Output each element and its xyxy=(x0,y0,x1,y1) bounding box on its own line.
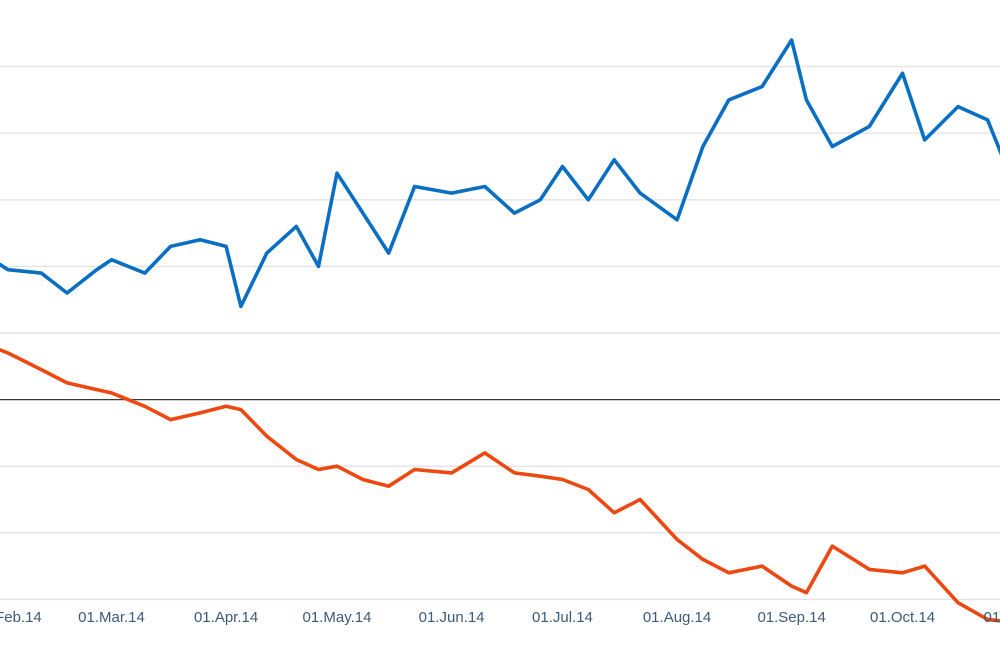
x-tick-label: 01.May.14 xyxy=(303,609,372,626)
series-line-1 xyxy=(0,38,1000,309)
x-tick-label: 01.Feb.14 xyxy=(0,609,42,626)
series-lines xyxy=(0,38,1000,623)
x-tick-label: 01.Apr.14 xyxy=(194,609,258,626)
x-tick-label: 01.Jun.14 xyxy=(419,609,485,626)
x-axis-tick-labels: 01.Feb.14 01.Mar.14 01.Apr.14 01.May.14 01.J… xyxy=(0,609,1000,626)
x-tick-label: 01.Mar.14 xyxy=(78,609,145,626)
x-tick-label: 01.Nov.14 xyxy=(983,609,1000,626)
x-tick-label: 01.Aug.14 xyxy=(643,609,711,626)
series-line-2 xyxy=(0,347,1000,623)
x-tick-label: 01.Oct.14 xyxy=(870,609,935,626)
x-tick-label: 01.Sep.14 xyxy=(757,609,825,626)
gridlines xyxy=(0,65,1000,601)
x-tick-label: 01.Jul.14 xyxy=(532,609,593,626)
